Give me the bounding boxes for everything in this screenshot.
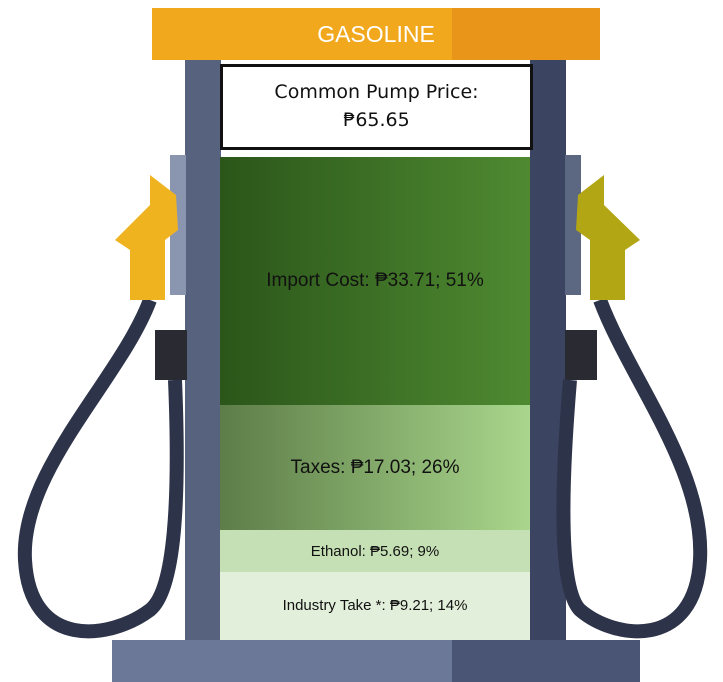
title: GASOLINE (152, 8, 600, 60)
nozzle-right (576, 175, 640, 300)
holster-left (155, 330, 187, 380)
segment-label: Industry Take *: ₱9.21; 14% (283, 597, 468, 614)
segment: Import Cost: ₱33.71; 51% (220, 157, 530, 405)
base-right (452, 640, 640, 682)
base-left (112, 640, 452, 682)
segment-label: Ethanol: ₱5.69; 9% (311, 543, 439, 560)
segment-label: Import Cost: ₱33.71; 51% (266, 270, 484, 292)
nozzle-left (115, 175, 178, 300)
pump-column-left (185, 60, 221, 645)
segment-label: Taxes: ₱17.03; 26% (291, 457, 460, 479)
price-label: Common Pump Price: (274, 79, 478, 107)
segment: Taxes: ₱17.03; 26% (220, 405, 530, 530)
hose-left (25, 300, 177, 631)
infographic: GASOLINE Common Pump Price: ₱65.65 Impor… (0, 0, 723, 682)
price-value: ₱65.65 (343, 107, 409, 135)
segment: Industry Take *: ₱9.21; 14% (220, 572, 530, 640)
segment: Ethanol: ₱5.69; 9% (220, 530, 530, 572)
price-box: Common Pump Price: ₱65.65 (220, 64, 533, 150)
holster-right (565, 330, 597, 380)
